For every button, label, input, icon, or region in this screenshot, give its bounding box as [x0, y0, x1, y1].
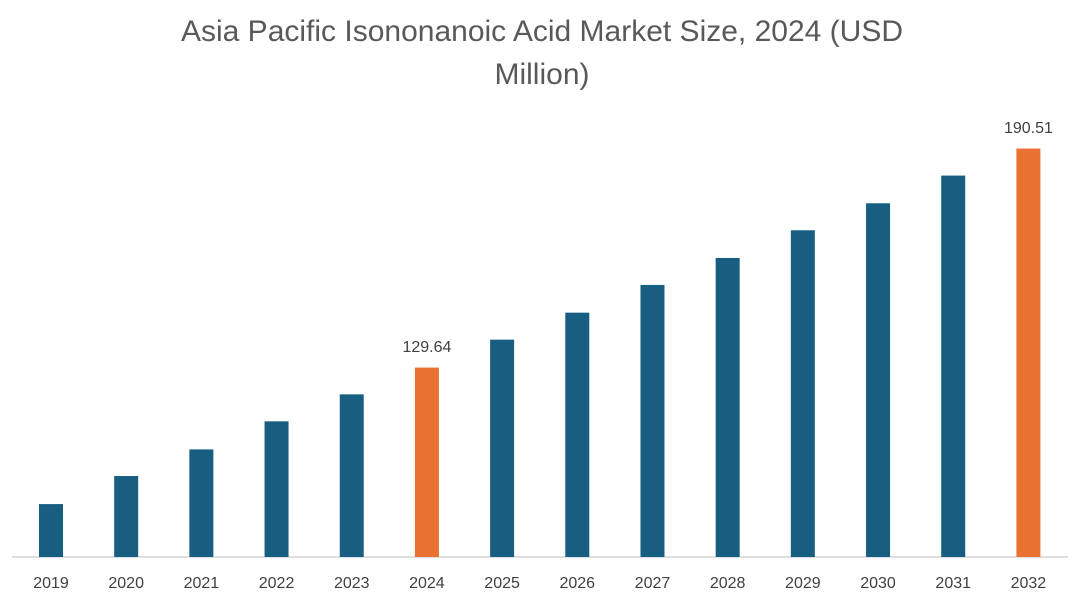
bar	[264, 421, 289, 557]
bar	[866, 203, 891, 558]
bar	[640, 284, 665, 557]
bar	[490, 339, 515, 557]
x-tick-label: 2026	[559, 575, 595, 592]
x-tick-label: 2021	[184, 575, 220, 592]
x-tick-label: 2024	[409, 575, 445, 592]
bar	[715, 257, 740, 557]
bar	[565, 312, 590, 557]
x-tick-label: 2032	[1011, 575, 1047, 592]
x-tick-label: 2031	[935, 575, 971, 592]
bar	[1016, 148, 1041, 557]
bar	[114, 476, 139, 557]
bar	[941, 175, 966, 557]
x-tick-label: 2029	[785, 575, 821, 592]
bar	[189, 449, 214, 557]
x-tick-label: 2023	[334, 575, 370, 592]
x-tick-label: 2027	[635, 575, 671, 592]
bar	[414, 367, 439, 557]
x-tick-label: 2020	[108, 575, 144, 592]
chart-title: Asia Pacific Isononanoic Acid Market Siz…	[180, 15, 903, 91]
x-tick-label: 2019	[33, 575, 69, 592]
x-tick-label: 2022	[259, 575, 295, 592]
value-label: 129.64	[402, 339, 451, 356]
bar	[339, 394, 364, 557]
x-tick-label: 2025	[484, 575, 520, 592]
bar	[790, 230, 815, 557]
x-tick-label: 2028	[710, 575, 746, 592]
value-label: 190.51	[1004, 120, 1053, 137]
bar	[38, 504, 63, 557]
x-tick-label: 2030	[860, 575, 896, 592]
